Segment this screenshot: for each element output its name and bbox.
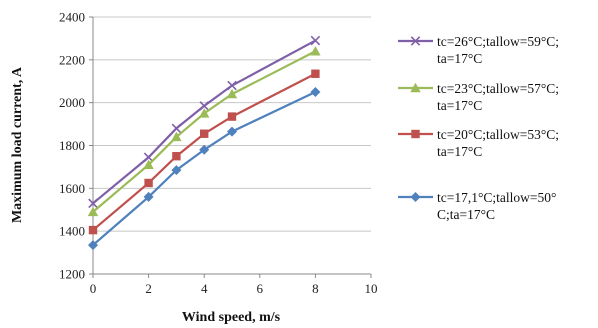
series-line (92, 39, 316, 205)
legend-entry-2: tc=23°C;tallow=57°C; ta=17°C (398, 81, 559, 113)
axes (89, 16, 372, 278)
data-point (200, 129, 209, 138)
y-tick-label: 1600 (59, 181, 85, 196)
legend-label: ta=17°C (437, 98, 482, 113)
data-point (311, 69, 320, 78)
y-tick-label: 2000 (59, 95, 85, 110)
data-point (88, 225, 98, 235)
series-line (92, 50, 316, 213)
legend-label: tc=20°C;tallow=53°C; (437, 127, 559, 142)
data-point (171, 123, 182, 134)
x-tick-label: 4 (201, 281, 208, 296)
series-4 (88, 86, 321, 251)
legend-marker (410, 192, 421, 202)
legend-label: tc=17,1°C;tallow=50° (437, 190, 556, 205)
data-point (310, 86, 321, 97)
legend-marker (410, 82, 421, 93)
data-point (171, 131, 182, 142)
data-point (172, 152, 181, 161)
series-line (92, 90, 316, 246)
data-point (227, 112, 237, 121)
data-point (199, 108, 210, 118)
y-axis-label: Maximum load current, A (10, 66, 25, 223)
legend-label: ta=17°C (437, 144, 482, 159)
data-point (143, 191, 154, 202)
data-point (88, 240, 98, 251)
data-point (199, 144, 210, 155)
y-tick-labels: 1200 1400 1600 1800 2000 2200 2400 (59, 10, 85, 282)
series-group (87, 35, 321, 251)
data-point (199, 101, 209, 111)
legend-label: ta=17°C (437, 51, 482, 66)
legend-entry-1: tc=26°C;tallow=59°C; ta=17°C (398, 34, 559, 66)
series-line (92, 72, 316, 231)
data-point (143, 159, 154, 169)
series-3 (88, 69, 320, 235)
legend-label: C;ta=17°C (437, 207, 495, 222)
y-tick-label: 1200 (59, 267, 85, 282)
data-point (87, 206, 99, 217)
legend-marker (411, 129, 420, 139)
data-point (88, 198, 98, 209)
x-axis-label: Wind speed, m/s (182, 310, 281, 325)
data-point (226, 88, 238, 99)
legend-label: tc=26°C;tallow=59°C; (437, 34, 559, 49)
grid-lines (93, 16, 371, 275)
y-tick-label: 2400 (59, 10, 85, 25)
series-2 (87, 46, 321, 217)
series-1 (88, 35, 321, 209)
legend: tc=26°C;tallow=59°C;ta=17°Ctc=23°C;tallo… (398, 34, 559, 222)
x-tick-label: 10 (365, 281, 378, 296)
x-tick-labels: 0 2 4 6 8 10 (90, 281, 378, 296)
legend-entry-4: tc=17,1°C;tallow=50° C;ta=17°C (398, 190, 556, 222)
x-tick-label: 8 (312, 281, 319, 296)
legend-label: tc=23°C;tallow=57°C; (437, 81, 559, 96)
x-tick-label: 6 (257, 281, 264, 296)
y-tick-label: 1400 (59, 224, 85, 239)
legend-marker (410, 36, 421, 46)
legend-entry-3: tc=20°C;tallow=53°C; ta=17°C (398, 127, 559, 159)
data-point (227, 126, 237, 137)
x-tick-label: 2 (145, 281, 152, 296)
data-point (310, 35, 321, 46)
data-point (310, 46, 321, 56)
data-point (143, 152, 154, 163)
data-point (227, 80, 237, 91)
data-point (171, 165, 182, 176)
y-tick-label: 2200 (59, 52, 85, 67)
data-point (144, 178, 153, 188)
y-tick-label: 1800 (59, 138, 85, 153)
x-tick-label: 0 (90, 281, 97, 296)
